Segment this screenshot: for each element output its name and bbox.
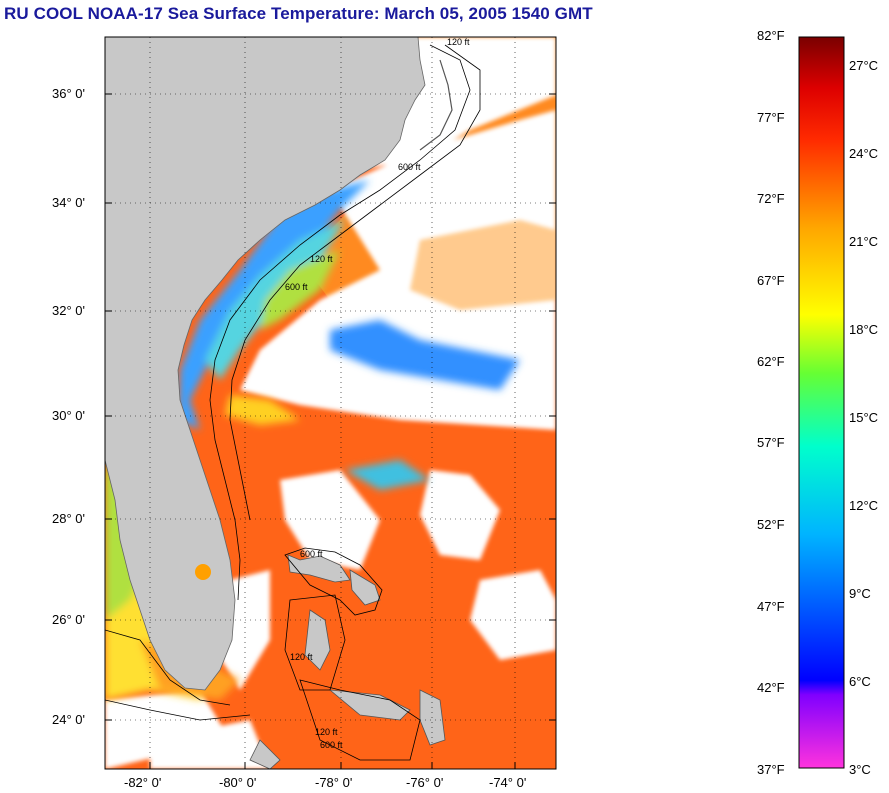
colorbar-f-label: 77°F (757, 110, 785, 125)
contour-label: 600 ft (300, 549, 323, 559)
map-area: 120 ft 600 ft 120 ft 600 ft 120 ft 600 f… (105, 37, 556, 769)
contour-label: 120 ft (447, 37, 470, 47)
lon-label: -78° 0' (315, 775, 353, 790)
lat-label: 34° 0' (52, 195, 85, 210)
lat-label: 28° 0' (52, 511, 85, 526)
colorbar-f-label: 52°F (757, 517, 785, 532)
bathymetry-contours (105, 44, 481, 761)
contour-label: 600 ft (398, 162, 421, 172)
graticule (105, 37, 556, 769)
colorbar-c-label: 21°C (849, 234, 879, 249)
colorbar (798, 36, 845, 769)
colorbar-f-label: 57°F (757, 435, 785, 450)
colorbar-c-label: 3°C (849, 762, 871, 777)
lon-label: -80° 0' (219, 775, 257, 790)
contour-label: 120 ft (290, 652, 313, 662)
colorbar-f-label: 62°F (757, 354, 785, 369)
colorbar-f-label: 47°F (757, 599, 785, 614)
colorbar-c-label: 15°C (849, 410, 879, 425)
contour-label: 600 ft (285, 282, 308, 292)
map-title: RU COOL NOAA-17 Sea Surface Temperature:… (4, 4, 593, 23)
lat-label: 30° 0' (52, 408, 85, 423)
colorbar-c-label: 6°C (849, 674, 871, 689)
contour-label: 120 ft (315, 727, 338, 737)
land-us (105, 37, 426, 691)
lat-label: 26° 0' (52, 612, 85, 627)
contour-label: 120 ft (310, 254, 333, 264)
colorbar-c-label: 18°C (849, 322, 879, 337)
lon-label: -74° 0' (489, 775, 527, 790)
colorbar-f-label: 82°F (757, 28, 785, 43)
lat-label: 36° 0' (52, 86, 85, 101)
lon-label: -76° 0' (406, 775, 444, 790)
colorbar-c-label: 24°C (849, 146, 879, 161)
colorbar-f-label: 67°F (757, 273, 785, 288)
colorbar-f-label: 42°F (757, 680, 785, 695)
colorbar-c-label: 27°C (849, 58, 879, 73)
contour-label: 600 ft (320, 740, 343, 750)
colorbar-f-label: 37°F (757, 762, 785, 777)
bahamas (249, 554, 446, 769)
lon-label: -82° 0' (124, 775, 162, 790)
lat-label: 24° 0' (52, 712, 85, 727)
lat-label: 32° 0' (52, 303, 85, 318)
shelf-water (178, 180, 520, 490)
colorbar-f-label: 72°F (757, 191, 785, 206)
colorbar-c-label: 9°C (849, 586, 871, 601)
lake-okeechobee (195, 564, 211, 580)
colorbar-c-label: 12°C (849, 498, 879, 513)
